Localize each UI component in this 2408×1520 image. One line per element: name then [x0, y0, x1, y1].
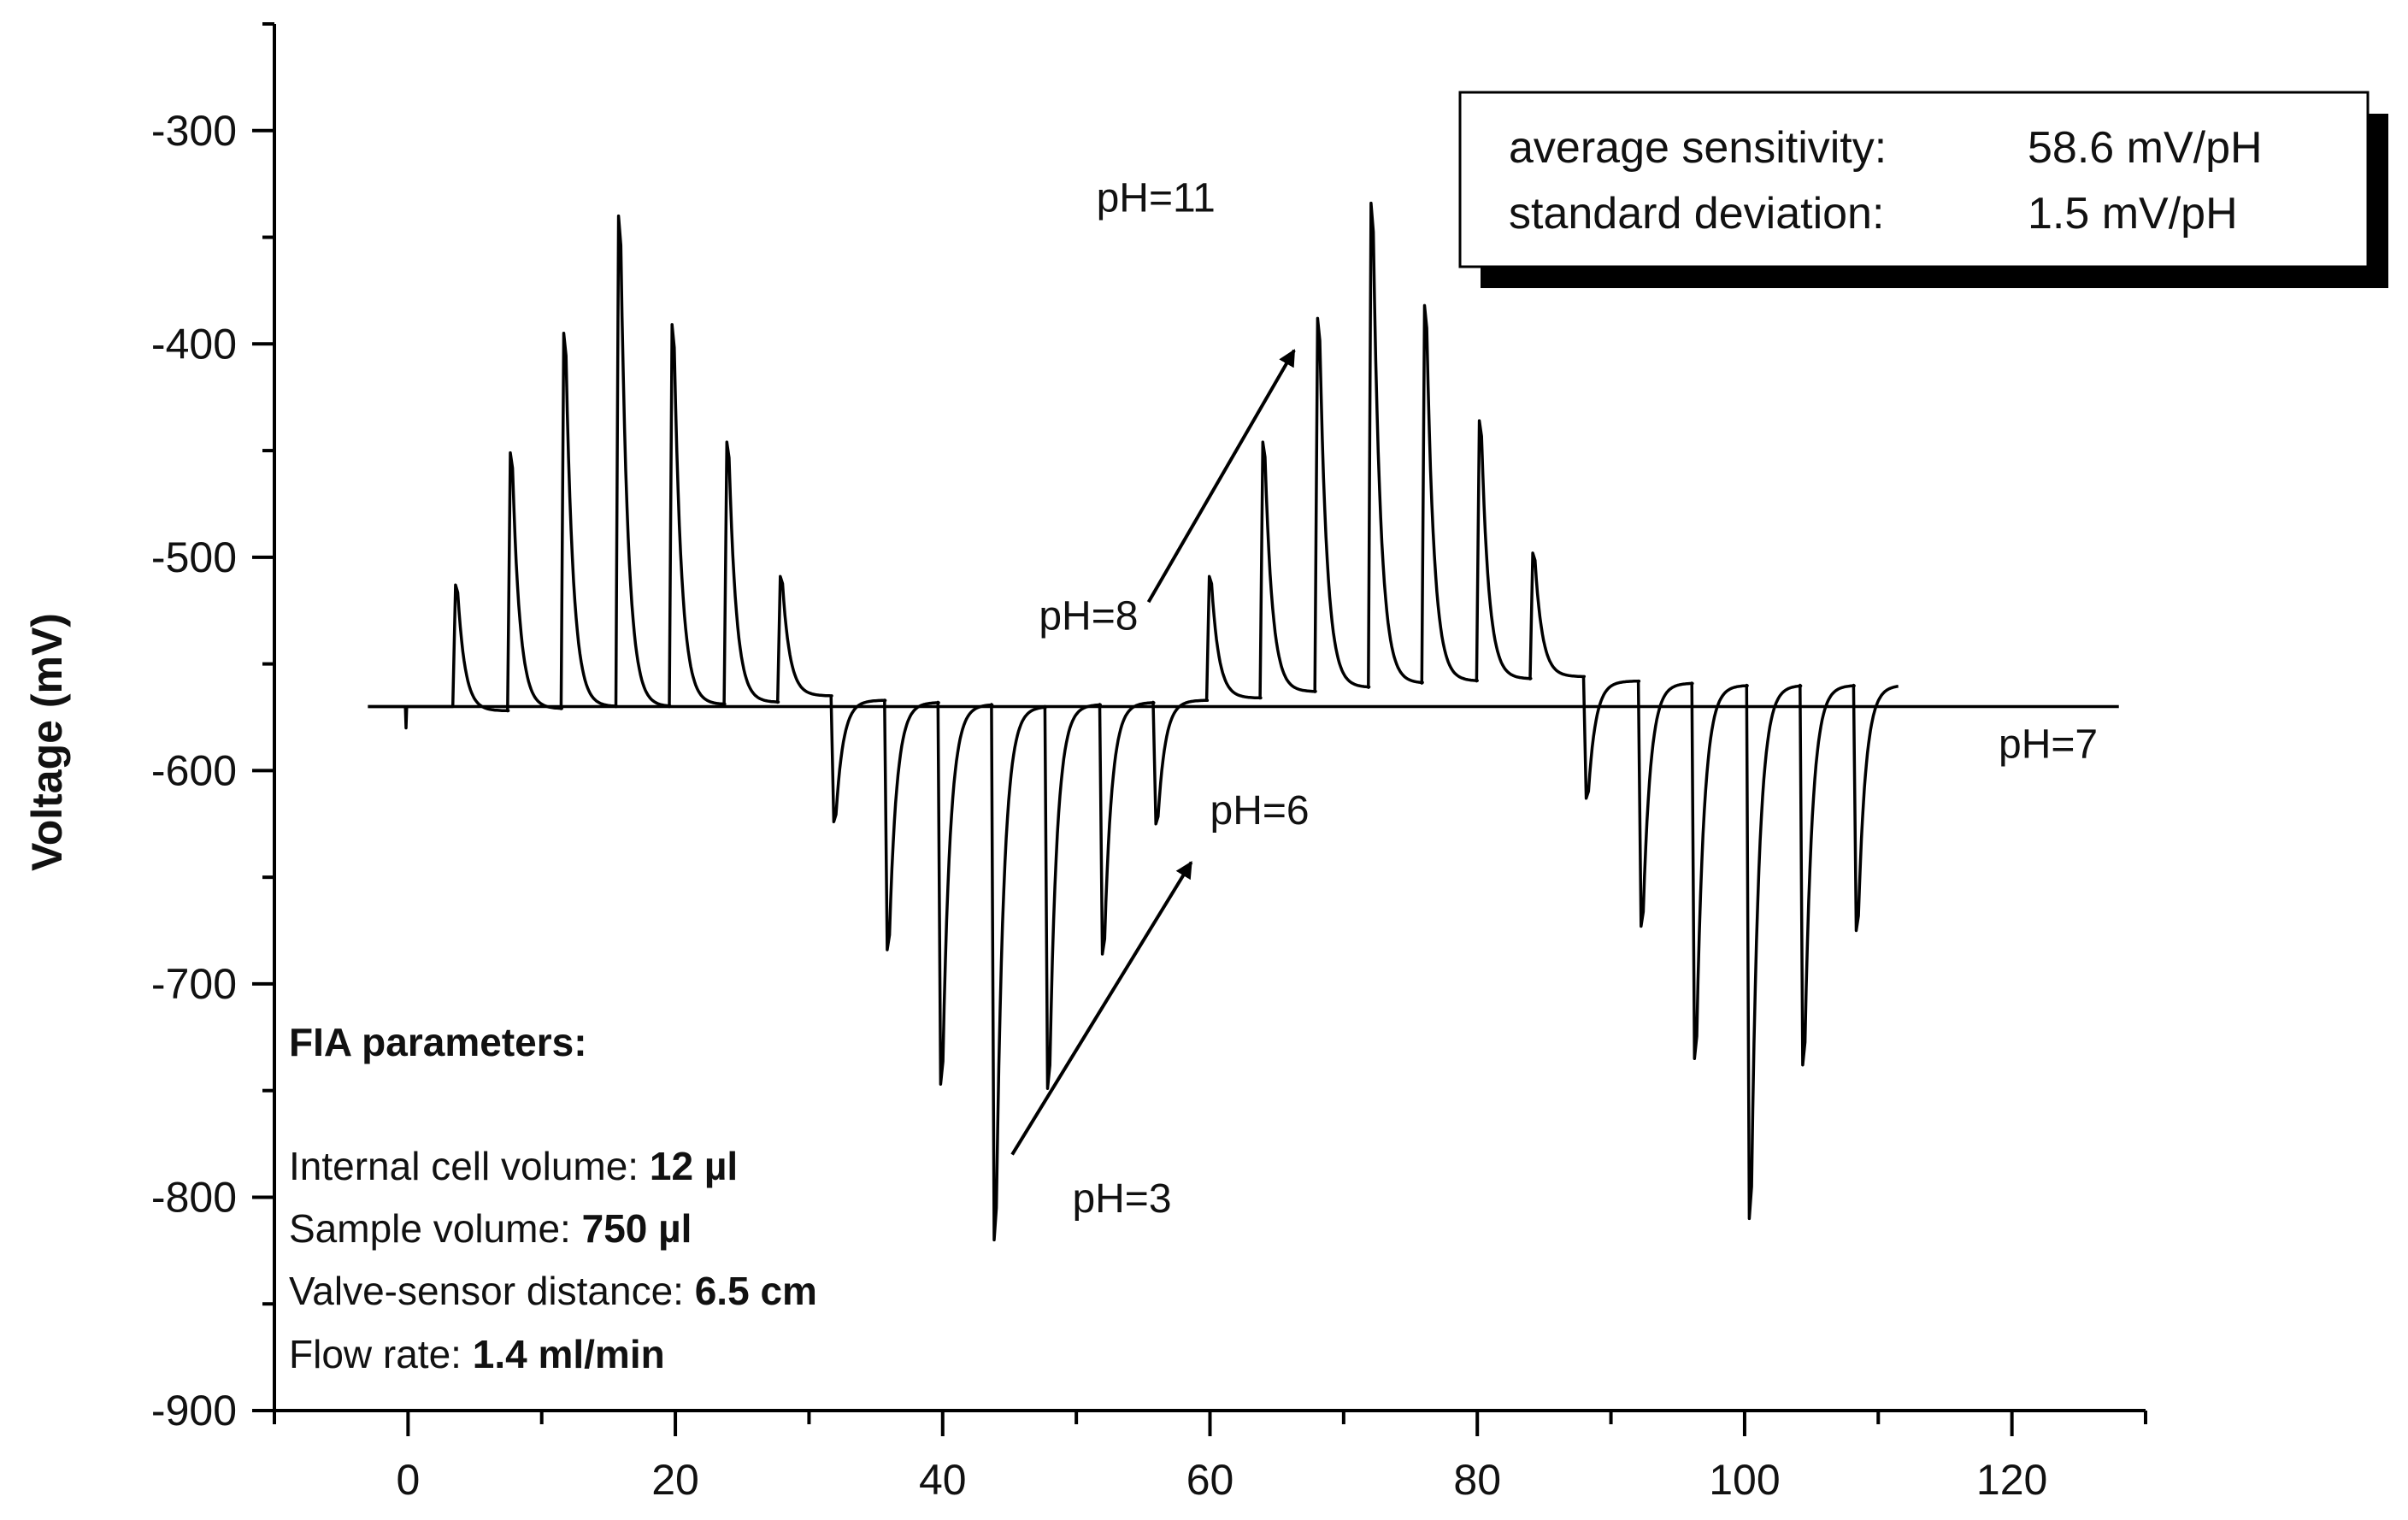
fia-param-label: Sample volume:	[289, 1206, 582, 1251]
axes: -300 -400 -500 -600 -700 -800 -900 0 20 40 60 80 100…	[151, 22, 2147, 1504]
stats-row2-value: 1.5 mV/pH	[2028, 189, 2238, 239]
y-tick-label: -700	[151, 960, 237, 1008]
stats-row1-value: 58.6 mV/pH	[2028, 123, 2263, 173]
y-tick-label: -300	[151, 107, 237, 155]
fia-param-value: 750 µl	[582, 1206, 692, 1251]
fia-param-row: Flow rate: 1.4 ml/min	[289, 1332, 665, 1376]
y-tick-label: -900	[151, 1387, 237, 1435]
y-tick-label: -600	[151, 746, 237, 794]
y-axis-label: Voltage (mV)	[23, 613, 71, 871]
fia-param-label: Flow rate:	[289, 1332, 473, 1376]
x-tick-label: 40	[919, 1456, 967, 1504]
stats-row1-label: average sensitivity:	[1509, 123, 1887, 173]
stats-box: average sensitivity: 58.6 mV/pH standard…	[1458, 91, 2388, 288]
y-tick-label: -400	[151, 320, 237, 368]
fia-param-value: 1.4 ml/min	[473, 1332, 665, 1376]
fia-param-row: Sample volume: 750 µl	[289, 1206, 692, 1251]
x-tick-label: 80	[1453, 1456, 1501, 1504]
fia-params-title: FIA parameters:	[289, 1020, 587, 1064]
annotation-label: pH=6	[1210, 788, 1310, 834]
annotation-arrow	[1010, 860, 1193, 1156]
x-tick-label: 20	[651, 1456, 699, 1504]
series-line	[368, 201, 1899, 1242]
x-tick-label: 0	[396, 1456, 420, 1504]
annotation-label: pH=7	[1999, 722, 2098, 767]
stats-row2-label: standard deviation:	[1509, 189, 1884, 239]
series-group	[368, 201, 1899, 1242]
x-tick-label: 60	[1186, 1456, 1234, 1504]
fia-param-value: 12 µl	[650, 1144, 738, 1188]
stats-box-frame	[1458, 91, 2370, 268]
x-tick-label: 120	[1976, 1456, 2047, 1504]
fia-param-label: Internal cell volume:	[289, 1144, 650, 1188]
x-tick-label: 100	[1709, 1456, 1780, 1504]
annotation-label: pH=3	[1072, 1176, 1171, 1222]
annotations-group: pH=11 pH=8 pH=6 pH=3 pH=7	[1010, 176, 2098, 1222]
annotation-arrow	[1146, 349, 1296, 604]
annotation-label: pH=11	[1097, 176, 1216, 221]
y-tick-label: -500	[151, 533, 237, 581]
fia-param-label: Valve-sensor distance:	[289, 1269, 695, 1313]
fia-parameters: FIA parameters: Internal cell volume: 12…	[289, 1020, 817, 1376]
fia-param-value: 6.5 cm	[695, 1269, 817, 1313]
y-tick-label: -800	[151, 1173, 237, 1221]
annotation-label: pH=8	[1039, 594, 1138, 639]
fia-param-row: Internal cell volume: 12 µl	[289, 1144, 738, 1188]
fia-param-row: Valve-sensor distance: 6.5 cm	[289, 1269, 817, 1313]
